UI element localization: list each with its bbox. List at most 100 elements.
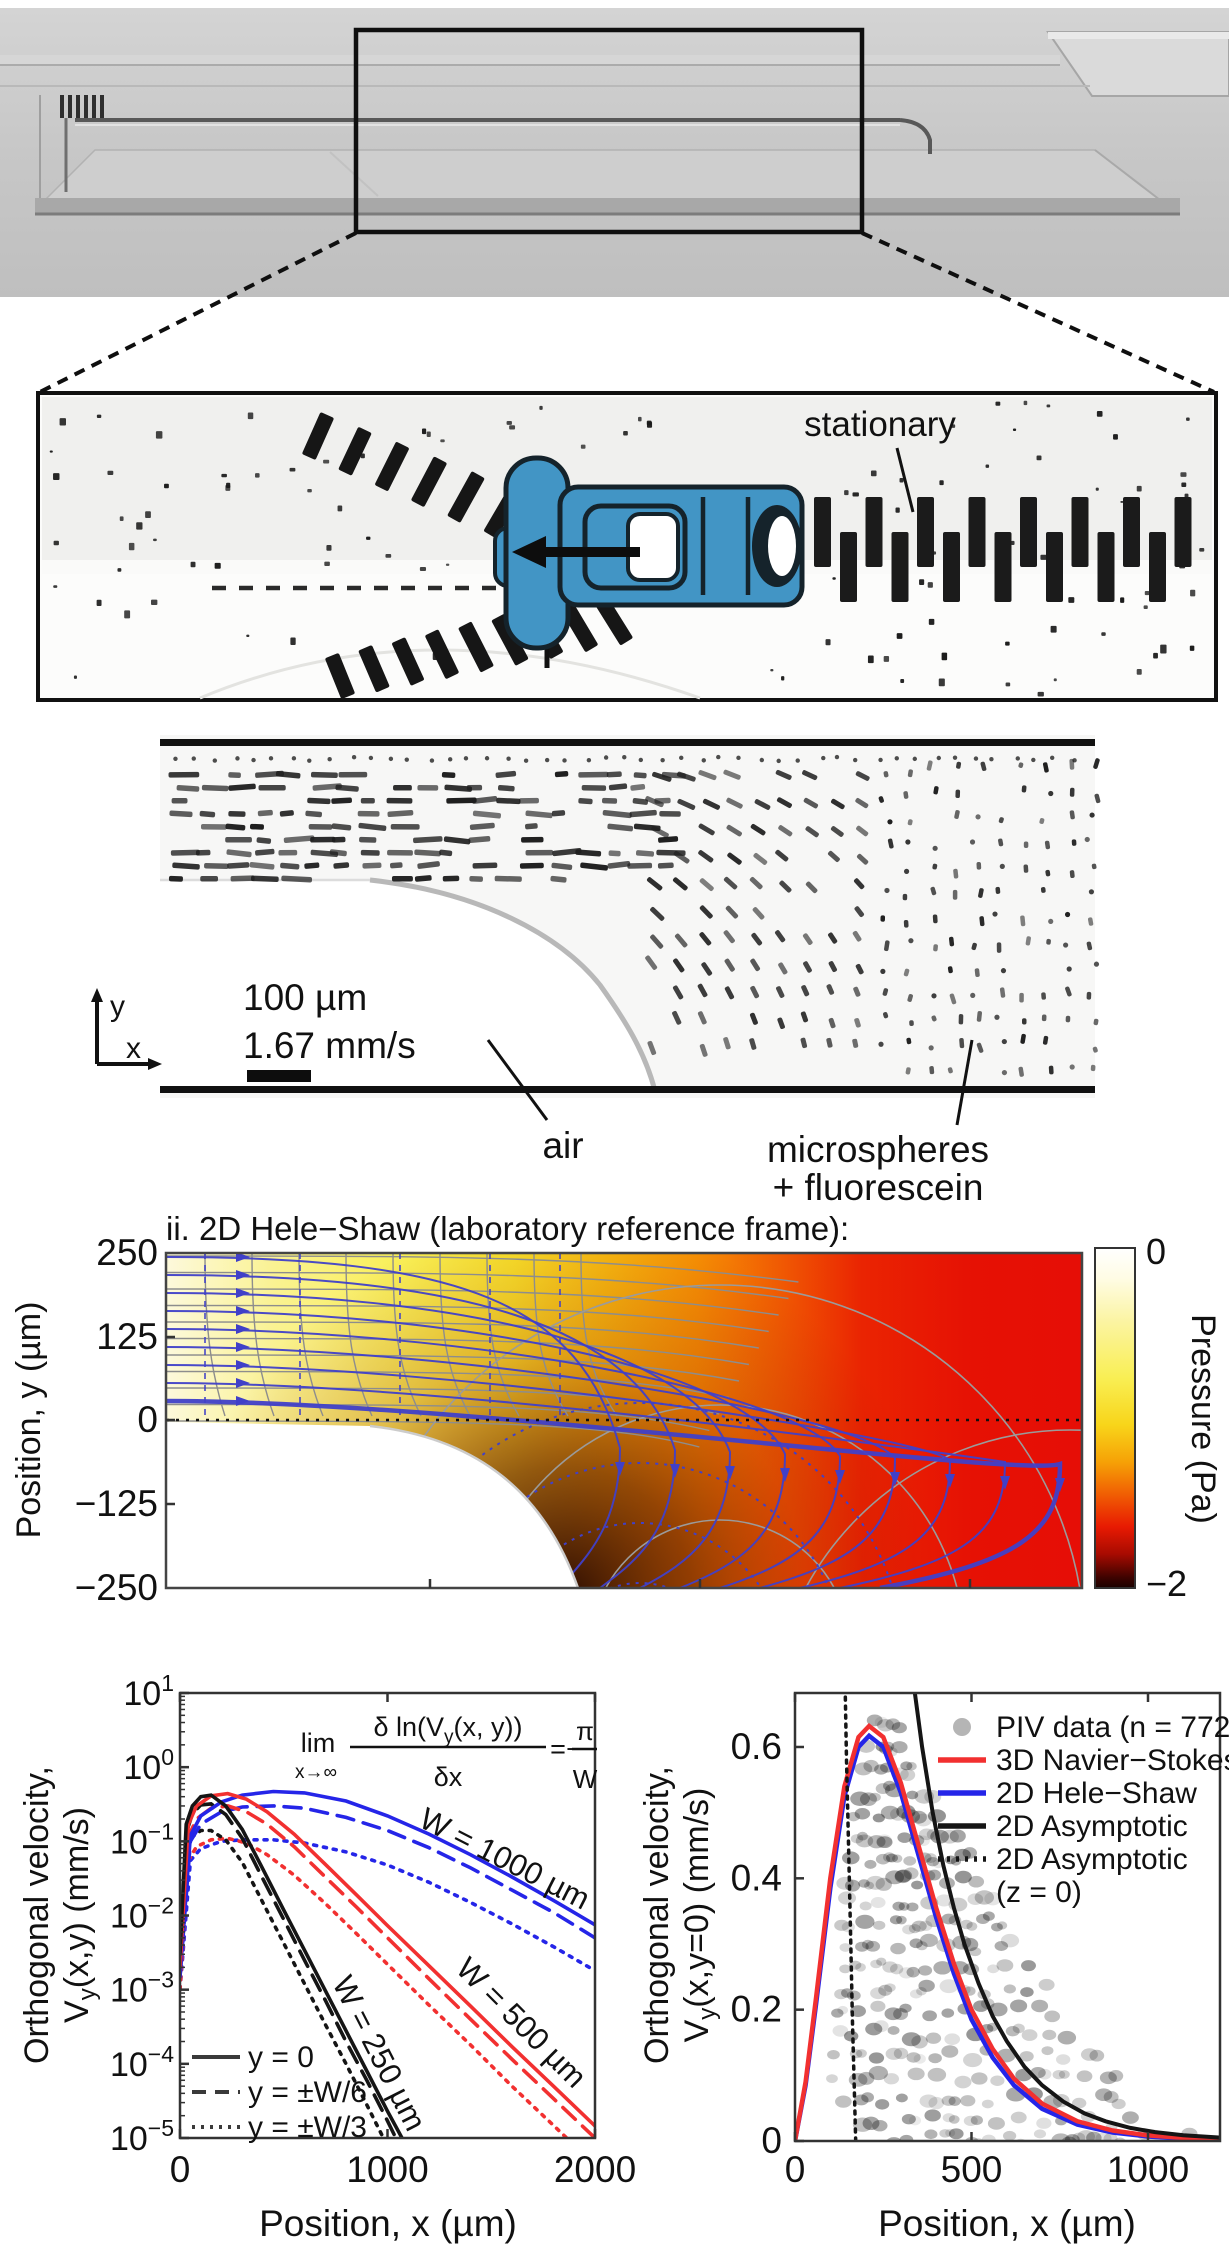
piv-streak: [752, 907, 765, 920]
streamline: [166, 1346, 897, 1588]
piv-streak: [672, 877, 688, 891]
piv-data-point: [857, 1831, 868, 1841]
piv-data-point: [854, 1762, 873, 1776]
piv-data-point: [893, 2008, 909, 2020]
piv-dot: [268, 756, 274, 761]
piv-streak: [978, 888, 984, 898]
piv-dot: [388, 756, 394, 762]
piv-streak: [1069, 758, 1075, 770]
piv-streak: [853, 878, 865, 890]
piv-data-point: [893, 2047, 909, 2060]
piv-data-point: [850, 1791, 870, 1806]
left-plot-y-tick-label: 10−3: [110, 1967, 174, 2010]
piv-streak: [304, 862, 320, 869]
piv-streak: [776, 797, 792, 808]
piv-streak: [204, 862, 229, 869]
sem-micrograph-panel: [0, 8, 1229, 394]
speckle: [145, 511, 151, 518]
piv-streak: [469, 822, 495, 830]
piv-data-point: [963, 2115, 978, 2127]
piv-dot: [1000, 968, 1007, 974]
piv-dot: [235, 756, 240, 761]
speckle: [1199, 548, 1205, 552]
speckle: [1095, 487, 1099, 491]
equation-denominator: δx: [434, 1762, 463, 1792]
speckle: [985, 464, 990, 468]
piv-streak: [954, 810, 960, 819]
piv-dot: [928, 1045, 934, 1051]
piv-data-point: [896, 1915, 907, 1925]
piv-data-point: [1033, 2129, 1047, 2139]
piv-streak: [953, 868, 959, 879]
piv-data-point: [987, 1964, 1000, 1974]
streamline-arrowhead: [236, 1378, 250, 1388]
piv-data-point: [910, 1810, 927, 1824]
mesh-line: [345, 1253, 373, 1417]
piv-data-point: [1012, 2023, 1025, 2034]
piv-streak: [608, 783, 628, 791]
piv-dot: [759, 757, 765, 763]
streamline-arrowhead: [236, 1306, 250, 1316]
speckle: [96, 599, 102, 607]
contour-circle: [604, 1519, 836, 1588]
left-plot-y-tick-label: 100: [123, 1744, 174, 1787]
equation-numerator: δ ln(Vy(x, y)): [373, 1712, 522, 1748]
left-plot-legend: y = 0y = ±W/6y = ±W/3: [192, 2041, 367, 2144]
piv-streak: [948, 936, 955, 947]
piv-streak: [417, 861, 440, 869]
zipper-closed-tooth: [1097, 532, 1115, 602]
piv-data-point: [916, 1986, 927, 1996]
mesh-line: [251, 1253, 275, 1417]
piv-data-point: [906, 1902, 919, 1912]
piv-air-region: [160, 880, 655, 1091]
piv-dot: [586, 757, 592, 763]
piv-streak: [828, 1017, 836, 1029]
piv-streak: [803, 961, 812, 973]
piv-streak: [1039, 818, 1045, 824]
curve-w-1000-m-y-w-3: [180, 1838, 595, 1992]
piv-streak: [699, 905, 713, 919]
piv-data-point: [1041, 2046, 1054, 2056]
piv-streak: [657, 862, 674, 869]
piv-streak: [602, 809, 632, 819]
piv-streak: [971, 942, 977, 951]
piv-data-point: [1052, 2070, 1066, 2080]
speckle: [107, 470, 114, 475]
piv-streak: [471, 796, 498, 804]
piv-streak: [200, 875, 219, 882]
piv-data-point: [835, 2095, 852, 2108]
piv-data-point: [1042, 2029, 1057, 2041]
piv-dot: [1049, 755, 1055, 760]
piv-streak: [645, 796, 664, 808]
piv-data-point: [1076, 2070, 1093, 2083]
piv-streak: [801, 985, 810, 997]
speckle: [1005, 682, 1011, 687]
piv-data-point: [847, 1990, 861, 2001]
piv-streak: [1087, 917, 1094, 926]
piv-data-point: [843, 2030, 859, 2042]
zipper-closed-tooth: [968, 497, 986, 567]
piv-streak: [959, 1038, 965, 1049]
zipper-open-tooth: [447, 471, 485, 523]
right-plot-y-tick-label: 0: [761, 2120, 782, 2161]
piv-streak: [329, 849, 347, 857]
zipper-closed-tooth: [865, 497, 883, 567]
speckle: [870, 470, 877, 477]
curve-w-1000-m-y-0: [180, 1789, 595, 1979]
speckle: [1040, 554, 1047, 560]
piv-data-point: [973, 2000, 989, 2012]
piv-streak: [828, 932, 838, 944]
speckle: [326, 544, 332, 551]
piv-data-point: [902, 1924, 916, 1935]
piv-streak: [258, 784, 286, 791]
piv-streak: [854, 1018, 861, 1028]
piv-dot: [1015, 756, 1020, 761]
streamline-arrowhead: [236, 1270, 250, 1280]
piv-streak: [1093, 758, 1100, 769]
piv-streak: [359, 836, 377, 843]
piv-scale-bar: [247, 1070, 311, 1082]
piv-streak: [1041, 992, 1046, 1000]
piv-data-point: [834, 1988, 848, 2000]
piv-streak: [926, 760, 933, 771]
